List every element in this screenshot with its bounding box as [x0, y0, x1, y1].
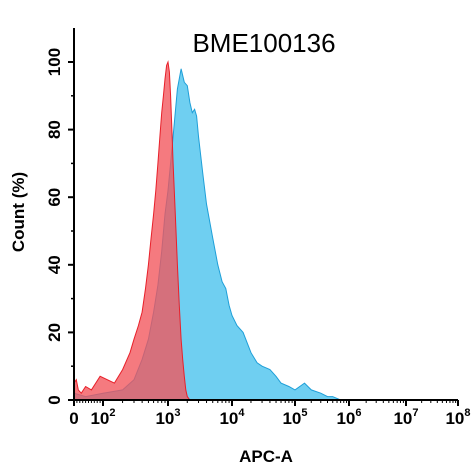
x-tick-label: 107	[393, 407, 418, 428]
x-axis-title: APC-A	[239, 447, 293, 466]
y-axis-title: Count (%)	[9, 172, 28, 252]
x-tick-label: 105	[282, 407, 307, 428]
chart-title: BME100136	[192, 28, 335, 58]
series-0-outline	[73, 60, 199, 401]
series-1-area	[74, 68, 349, 401]
y-axis-ticks: 0 20 40 60 80 100	[45, 48, 74, 405]
y-tick-label: 80	[45, 120, 64, 139]
y-tick-label: 100	[45, 48, 64, 76]
x-tick-label: 103	[155, 407, 180, 428]
x-tick-label: 106	[336, 407, 361, 428]
x-tick-label: 104	[219, 407, 245, 428]
plot-area	[73, 60, 349, 401]
y-tick-label: 40	[45, 255, 64, 274]
y-tick-label: 20	[45, 323, 64, 342]
x-tick-label: 108	[445, 407, 470, 428]
x-axis-ticks: 0 102 103 104 105 106 107 108	[69, 400, 471, 428]
x-tick-label: 0	[69, 409, 78, 428]
y-tick-label: 0	[45, 395, 64, 404]
x-tick-label: 102	[90, 407, 115, 428]
y-tick-label: 60	[45, 188, 64, 207]
series-0-area	[74, 62, 199, 400]
